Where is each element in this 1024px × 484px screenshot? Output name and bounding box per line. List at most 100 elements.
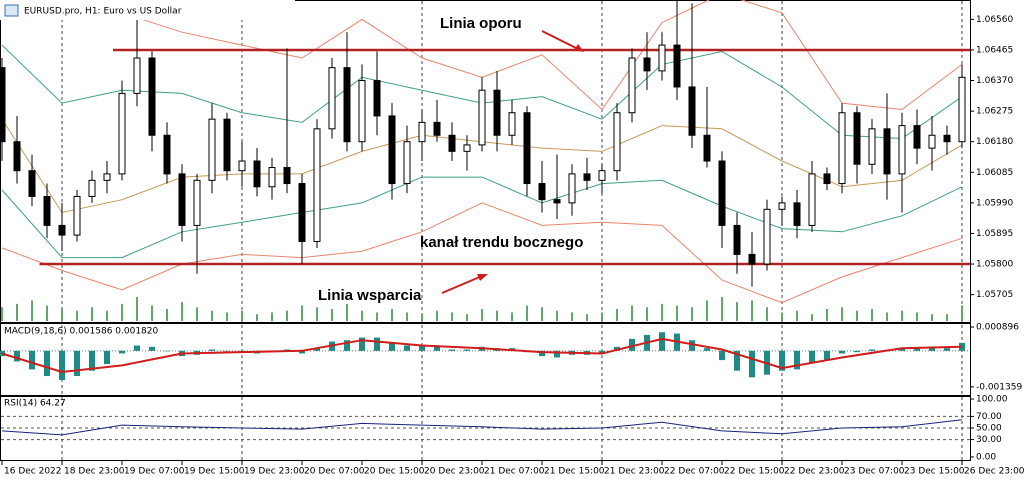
macd-bar: [314, 348, 320, 351]
y-tick-label: 0.000896: [976, 323, 1019, 333]
candle-body: [208, 118, 216, 181]
candle-body: [703, 134, 711, 162]
macd-bar: [704, 348, 710, 351]
macd-bar: [434, 346, 440, 351]
macd-bar: [149, 346, 155, 351]
candle-body: [373, 80, 381, 117]
macd-bar: [89, 350, 95, 371]
candle-body: [718, 160, 726, 226]
candle-body: [328, 67, 336, 130]
candle-body: [433, 121, 441, 136]
macd-bar: [119, 350, 125, 354]
candle-body: [58, 224, 66, 236]
candle-body: [193, 179, 201, 226]
candle-body: [313, 128, 321, 243]
x-tick-label: 21 Dec 07:00: [484, 467, 545, 477]
x-tick-label: 19 Dec 07:00: [124, 467, 185, 477]
candle-body: [793, 202, 801, 226]
y-tick-label: 1.06560: [976, 15, 1013, 25]
macd-bar: [539, 350, 545, 357]
macd-bar: [719, 350, 725, 361]
macd-bar: [164, 350, 170, 352]
candle-body: [88, 179, 96, 197]
macd-bar: [59, 350, 65, 381]
macd-bar: [839, 350, 845, 354]
macd-bar: [359, 337, 365, 351]
macd-bar: [659, 332, 665, 351]
macd-bar: [44, 350, 50, 377]
candle-body: [598, 170, 606, 181]
arrow-head: [574, 44, 584, 52]
candle-body: [493, 89, 501, 136]
y-tick-label: 70.00: [976, 412, 1002, 422]
x-tick-label: 22 Dec 15:00: [724, 467, 785, 477]
annotation: Linia oporu: [440, 15, 522, 32]
x-tick-label: 26 Dec 23:00: [964, 467, 1024, 477]
x-tick-label: 16 Dec 2022: [4, 467, 62, 477]
x-tick-label: 23 Dec 07:00: [844, 467, 905, 477]
macd-bar: [944, 348, 950, 351]
macd-bar: [29, 350, 35, 370]
x-tick-label: 20 Dec 07:00: [304, 467, 365, 477]
x-tick-label: 20 Dec 23:00: [424, 467, 485, 477]
candle-body: [523, 112, 531, 185]
x-tick-label: 20 Dec 15:00: [364, 467, 425, 477]
macd-bar: [599, 350, 605, 354]
y-tick-label: 0.00: [976, 452, 996, 462]
y-tick-label: 1.05990: [976, 198, 1013, 208]
y-tick-label: 1.06085: [976, 168, 1013, 178]
macd-bar: [929, 346, 935, 351]
candle-body: [568, 173, 576, 204]
y-tick-label: 1.05705: [976, 290, 1013, 300]
candle-body: [118, 92, 126, 175]
arrow: [441, 275, 483, 294]
macd-bar: [74, 350, 80, 377]
macd-bar: [374, 337, 380, 351]
candle-body: [763, 208, 771, 265]
candle-body: [238, 160, 246, 172]
candle-body: [688, 86, 696, 136]
x-tick-label: 21 Dec 15:00: [544, 467, 605, 477]
candle-body: [298, 183, 306, 243]
candle-body: [778, 202, 786, 210]
candle-body: [13, 141, 21, 172]
macd-bar: [464, 349, 470, 351]
band-line: [1, 176, 963, 259]
y-tick-label: 1.05800: [976, 260, 1013, 270]
y-tick-label: 1.05895: [976, 229, 1013, 239]
x-tick-label: 22 Dec 07:00: [664, 467, 725, 477]
candle-body: [658, 44, 666, 72]
candle-body: [253, 160, 261, 188]
macd-bar: [779, 350, 785, 371]
y-tick-label: 100.00: [976, 395, 1008, 405]
rsi-label: RSI(14) 64.27: [4, 399, 66, 409]
candle-body: [838, 112, 846, 185]
macd-bar: [854, 350, 860, 353]
annotation: kanał trendu bocznego: [420, 234, 583, 251]
x-tick-label: 19 Dec 15:00: [184, 467, 245, 477]
candle-body: [628, 57, 636, 114]
candle-body: [643, 57, 651, 72]
macd-bar: [14, 350, 20, 362]
candle-body: [583, 173, 591, 181]
candle-body: [178, 173, 186, 226]
annotation: Linia wsparcia: [318, 287, 422, 304]
macd-bar: [209, 349, 215, 351]
macd-bar: [224, 350, 230, 352]
macd-bar: [824, 350, 830, 361]
candle-body: [343, 67, 351, 143]
y-tick-label: 1.06465: [976, 45, 1013, 55]
candle-body: [733, 224, 741, 255]
candle-body: [358, 80, 366, 143]
macd-bar: [749, 350, 755, 378]
candle-body: [673, 44, 681, 88]
candle-body: [73, 195, 81, 236]
candle-body: [943, 134, 951, 143]
y-tick-label: 50.00: [976, 423, 1002, 433]
candle-body: [403, 141, 411, 185]
macd-panel: [0, 323, 971, 396]
y-tick-label: 1.06275: [976, 107, 1013, 117]
macd-bar: [629, 338, 635, 351]
